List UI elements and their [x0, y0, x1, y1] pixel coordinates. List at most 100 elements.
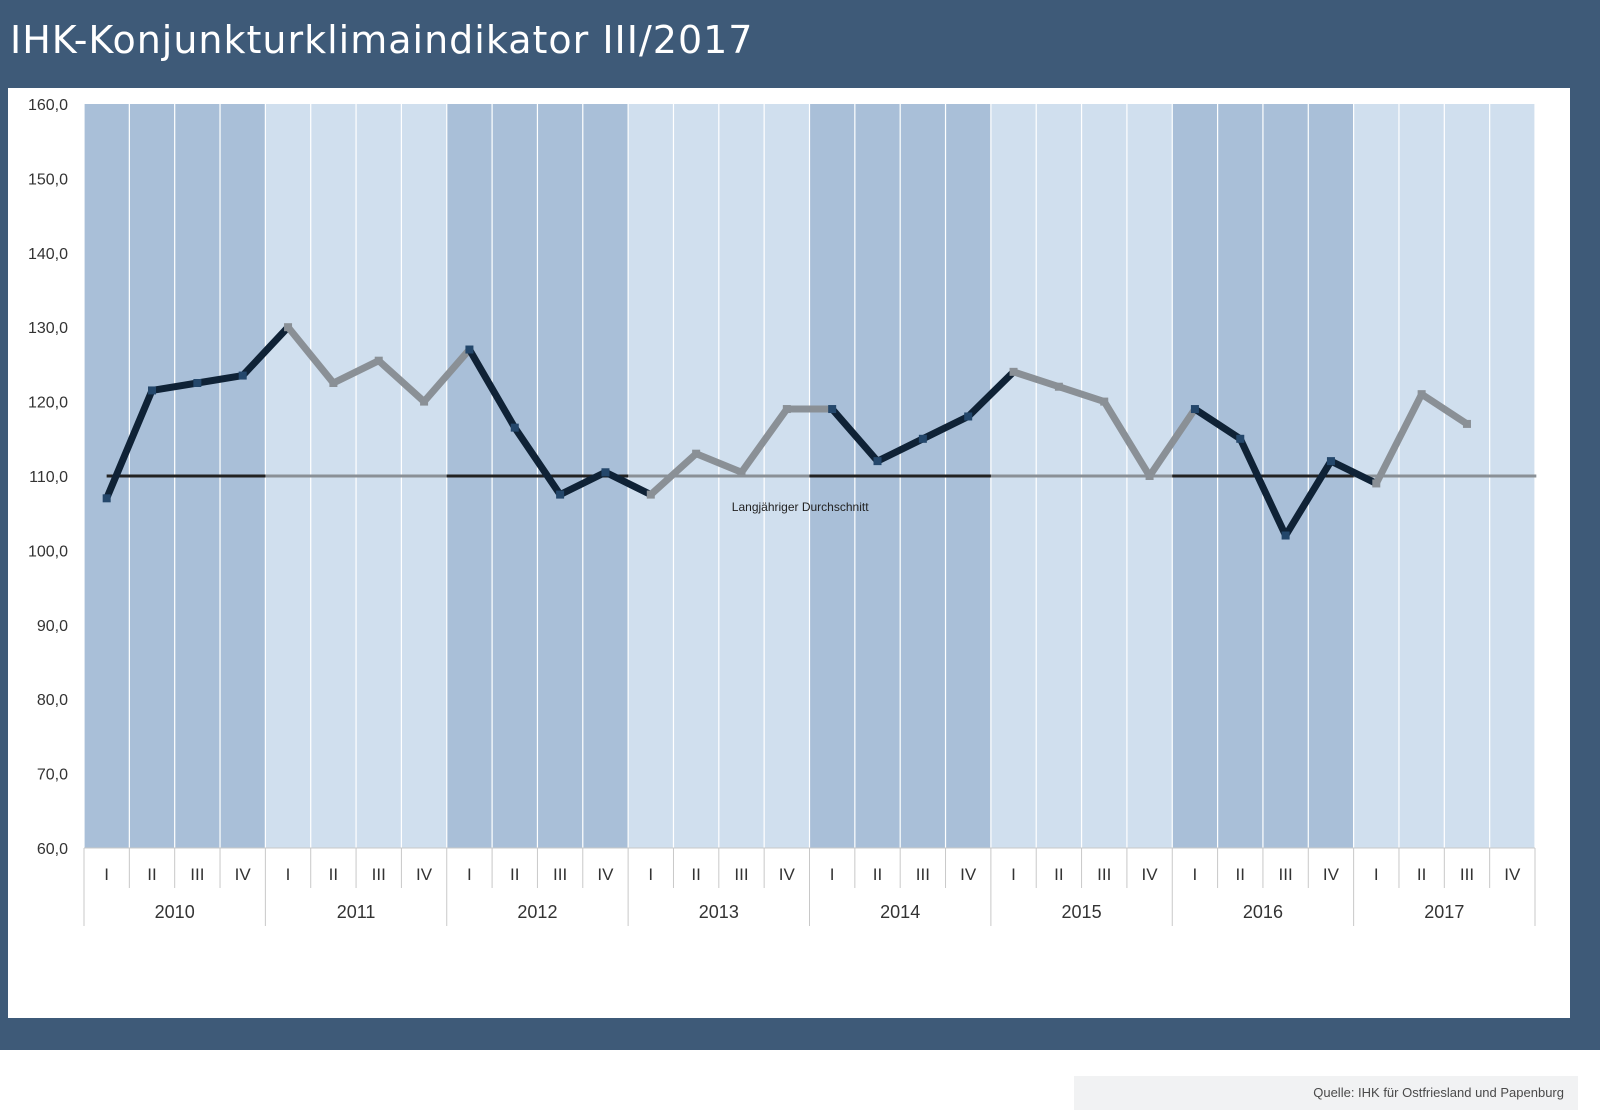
- quarter-label: I: [830, 865, 835, 884]
- quarter-label: III: [190, 865, 204, 884]
- data-point: [964, 412, 973, 421]
- data-point: [1145, 472, 1154, 480]
- series-segment: [874, 435, 927, 465]
- data-point: [1281, 531, 1290, 540]
- year-label: 2013: [699, 902, 739, 922]
- series-segment: [103, 386, 156, 502]
- data-point: [1009, 367, 1018, 376]
- series-segment: [465, 346, 519, 432]
- data-point: [1236, 434, 1245, 443]
- quarter-label: IV: [1323, 865, 1340, 884]
- data-point: [1417, 390, 1426, 399]
- series-segment: [919, 412, 972, 443]
- series-segment: [556, 468, 609, 499]
- series-segment: [329, 357, 383, 387]
- quarter-label: II: [1417, 865, 1426, 884]
- data-point: [284, 323, 293, 332]
- series-segment: [1055, 383, 1108, 406]
- data-point: [374, 356, 383, 365]
- data-point: [918, 434, 927, 443]
- quarter-label: III: [372, 865, 386, 884]
- y-tick-label: 90,0: [37, 618, 68, 635]
- series-segment: [828, 405, 882, 465]
- data-point: [238, 371, 247, 380]
- quarter-label: I: [1374, 865, 1379, 884]
- year-label: 2010: [155, 902, 195, 922]
- series-segment: [1191, 405, 1244, 443]
- year-label: 2011: [337, 902, 376, 922]
- series-segment: [1010, 368, 1063, 391]
- data-point: [1100, 397, 1109, 406]
- data-point: [556, 490, 565, 499]
- data-point: [601, 468, 610, 477]
- year-label: 2015: [1062, 902, 1102, 922]
- series-segment: [284, 323, 337, 387]
- series-segment: [1282, 457, 1335, 540]
- series-segment: [420, 346, 473, 406]
- series-segment: [148, 379, 201, 394]
- y-tick-label: 60,0: [37, 841, 68, 858]
- source-note: Quelle: IHK für Ostfriesland und Papenbu…: [1074, 1076, 1578, 1110]
- year-label: 2016: [1243, 902, 1283, 922]
- data-point: [420, 397, 429, 406]
- data-point: [1462, 419, 1471, 428]
- quarter-label: I: [104, 865, 109, 884]
- series-segment: [239, 323, 292, 380]
- series-segment: [193, 372, 247, 387]
- line-chart: 60,0 70,0 80,0 90,0 100,0 110,0 120,0 130,0 140,…: [28, 97, 1537, 926]
- y-tick-label: 110,0: [29, 469, 68, 486]
- series-segment: [1236, 435, 1290, 540]
- quarter-label: II: [510, 865, 519, 884]
- series-segment: [1327, 457, 1380, 487]
- quarter-label: IV: [960, 865, 977, 884]
- quarter-label: III: [1279, 865, 1293, 884]
- series-segment: [601, 468, 655, 499]
- quarter-label: III: [553, 865, 567, 884]
- data-point: [465, 345, 474, 354]
- series-segment: [375, 357, 428, 406]
- quarter-label: IV: [235, 865, 252, 884]
- quarter-label: III: [1097, 865, 1111, 884]
- quarter-label: I: [1193, 865, 1198, 884]
- quarter-label: I: [467, 865, 472, 884]
- data-point: [148, 386, 157, 395]
- data-point: [692, 449, 701, 458]
- data-point: [1054, 382, 1063, 391]
- quarter-label: IV: [597, 865, 614, 884]
- y-tick-label: 140,0: [28, 246, 68, 263]
- year-label: 2012: [517, 902, 557, 922]
- quarter-label: IV: [779, 865, 796, 884]
- data-point: [1372, 479, 1381, 488]
- data-point: [737, 468, 746, 477]
- chart-panel: 60,0 70,0 80,0 90,0 100,0 110,0 120,0 130,0 140,…: [8, 88, 1578, 1110]
- chart-title: IHK-Konjunkturklimaindikator III/2017: [10, 18, 754, 62]
- y-tick-label: 120,0: [28, 395, 68, 412]
- data-point: [782, 405, 791, 414]
- data-point: [510, 423, 519, 432]
- series-segment: [1418, 390, 1471, 428]
- quarter-label: IV: [416, 865, 433, 884]
- quarter-label: III: [916, 865, 930, 884]
- data-point: [873, 457, 882, 466]
- average-label: Langjähriger Durchschnitt: [732, 500, 869, 514]
- quarter-label: III: [734, 865, 748, 884]
- series-segment: [511, 424, 564, 499]
- series-segment: [1372, 390, 1426, 487]
- quarter-label: II: [1236, 865, 1245, 884]
- series-segment: [692, 450, 745, 476]
- series-segment: [647, 450, 700, 499]
- quarter-label: II: [691, 865, 700, 884]
- quarter-label: IV: [1142, 865, 1159, 884]
- data-point: [193, 379, 202, 387]
- data-point: [1326, 457, 1335, 466]
- y-tick-label: 80,0: [37, 692, 68, 709]
- y-tick-label: 150,0: [28, 171, 68, 188]
- quarter-label: IV: [1504, 865, 1521, 884]
- series-segment: [1100, 398, 1154, 480]
- quarter-label: II: [873, 865, 882, 884]
- data-point: [646, 490, 655, 499]
- y-tick-label: 130,0: [28, 320, 68, 337]
- quarter-label: I: [1011, 865, 1016, 884]
- data-point: [329, 379, 338, 387]
- series-segment: [964, 368, 1018, 420]
